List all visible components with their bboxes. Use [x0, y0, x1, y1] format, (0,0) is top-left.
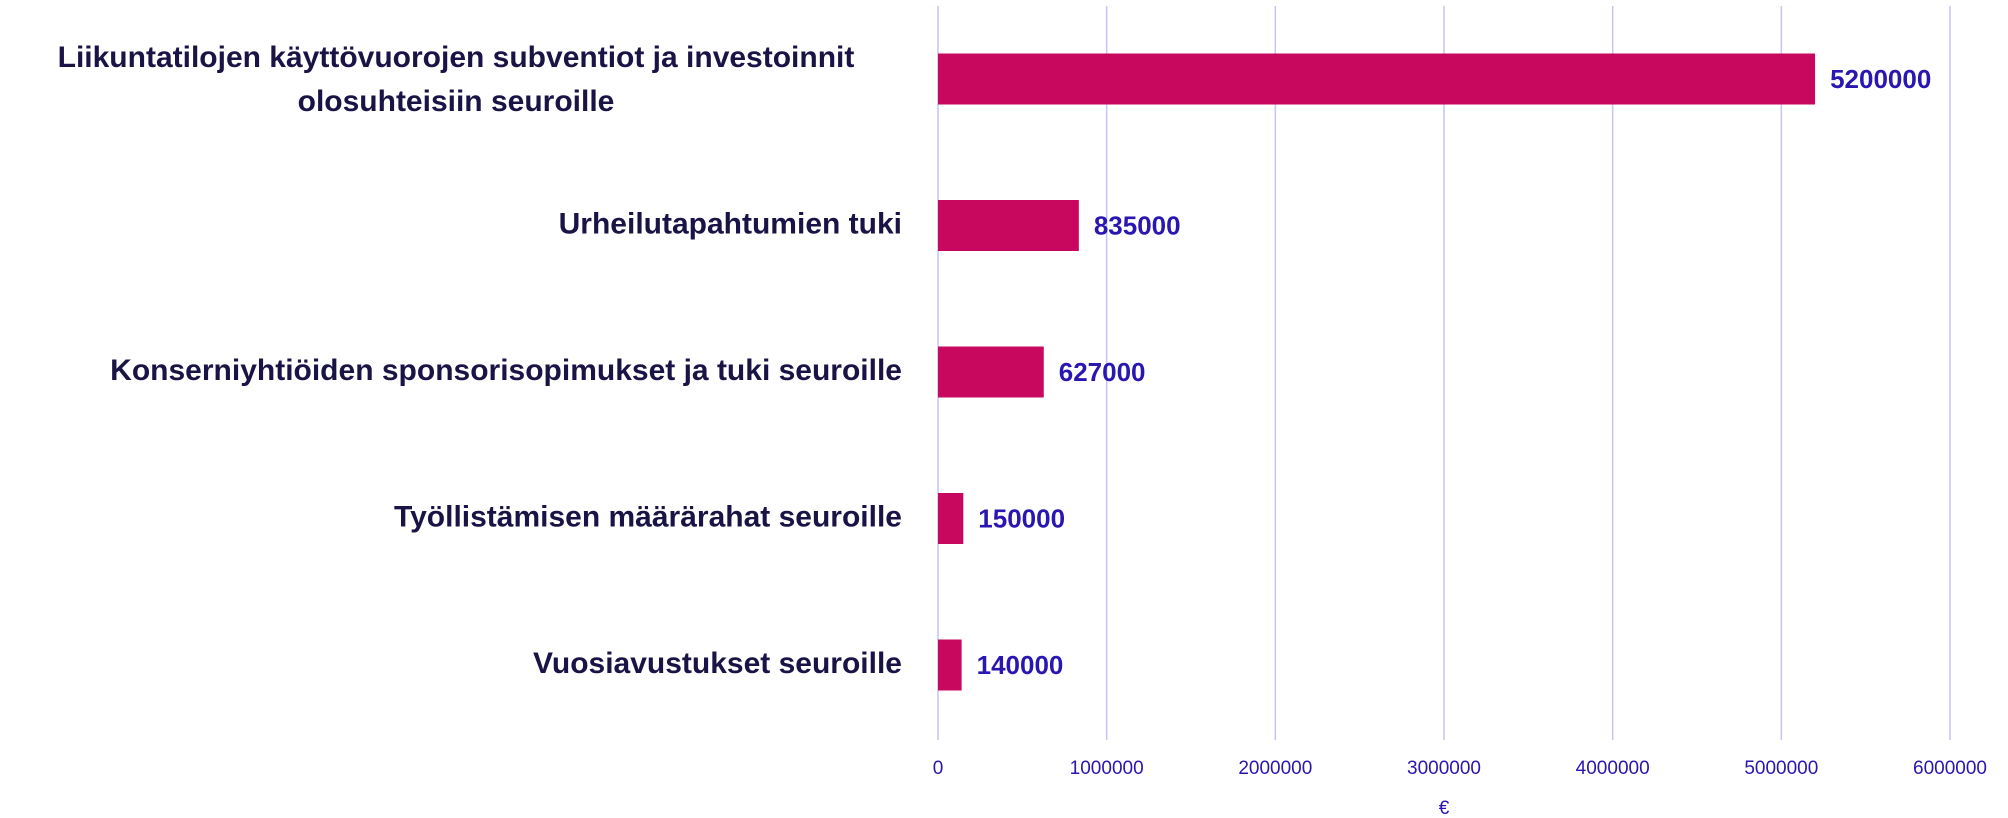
x-tick-label: 1000000	[1070, 758, 1144, 779]
value-label: 150000	[978, 503, 1065, 533]
value-label: 5200000	[1830, 64, 1931, 94]
x-tick-label: 5000000	[1744, 758, 1818, 779]
value-label: 627000	[1059, 357, 1146, 387]
x-tick-label: 6000000	[1913, 758, 1987, 779]
bar	[938, 346, 1044, 398]
category-label: Vuosiavustukset seuroille	[533, 647, 902, 680]
x-tick-label: 4000000	[1576, 758, 1650, 779]
bar	[938, 53, 1816, 105]
x-axis-label: €	[1439, 798, 1450, 818]
bar	[938, 200, 1079, 251]
category-label: Työllistämisen määrärahat seuroille	[394, 500, 902, 533]
category-label: Urheilutapahtumien tuki	[559, 207, 902, 240]
x-tick-label: 3000000	[1407, 758, 1481, 779]
value-label: 835000	[1094, 210, 1181, 240]
bar	[938, 639, 962, 691]
category-label: Konserniyhtiöiden sponsorisopimukset ja …	[110, 354, 902, 387]
bar	[938, 493, 964, 544]
x-tick-label: 2000000	[1238, 758, 1312, 779]
value-label: 140000	[977, 650, 1064, 680]
x-tick-label: 0	[933, 758, 944, 779]
category-label: Liikuntatilojen käyttövuorojen subventio…	[58, 41, 855, 118]
